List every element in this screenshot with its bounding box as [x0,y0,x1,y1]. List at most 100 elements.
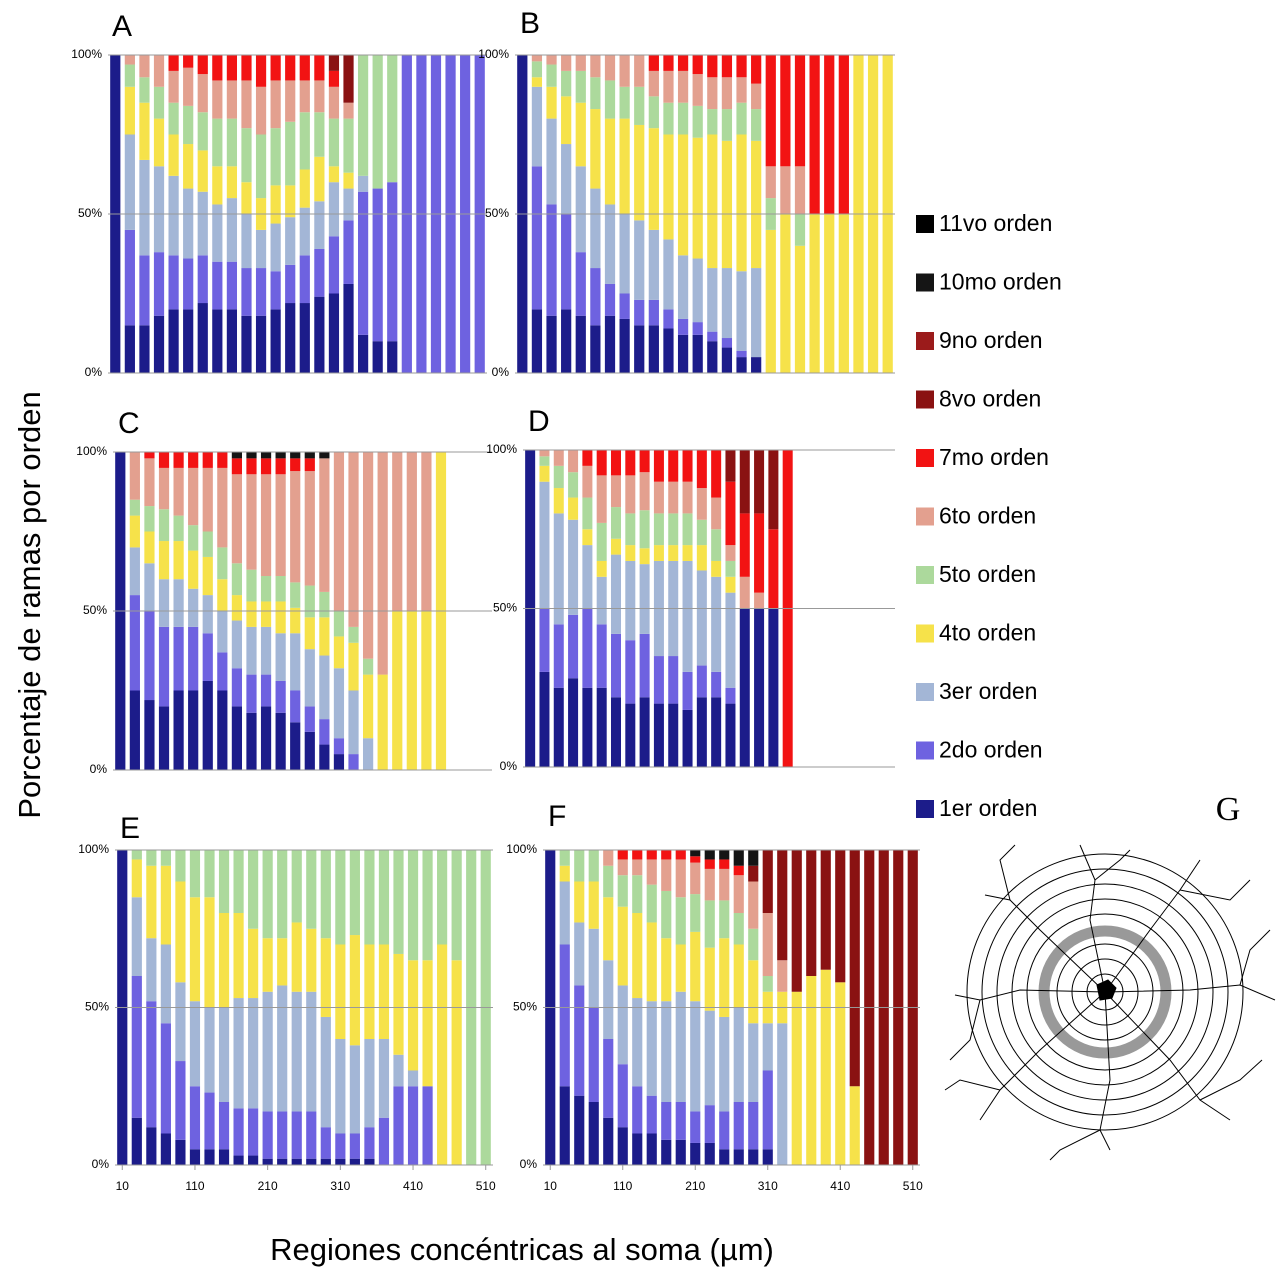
bar-segment [241,55,252,81]
bar-segment [168,102,179,135]
bar-segment [777,1023,788,1165]
bar-segment [677,55,689,71]
bar-segment [653,656,664,704]
bar-segment [348,690,359,755]
bar-segment [736,134,747,272]
bar-segment [668,481,679,514]
bar-segment [575,70,586,103]
bar-segment [197,255,208,304]
bar-segment [719,850,730,860]
bar-segment [246,674,257,713]
bar-segment [539,465,550,482]
bar-segment [422,1086,433,1165]
bar-segment [218,850,230,913]
bar-segment [291,922,302,992]
bar-segment [711,671,722,698]
bar-segment [212,166,223,205]
bar-segment [364,850,375,945]
bar-segment [233,998,244,1109]
bar-segment [596,522,607,561]
bar-segment [290,452,301,459]
bar-segment [736,271,747,351]
bar-segment [153,118,165,167]
bar-segment [173,452,184,468]
bar-segment [226,309,238,373]
bar-segment [124,134,135,230]
bar-segment [255,86,267,135]
x-tick-label: 310 [330,1179,350,1193]
bar-segment [696,570,707,666]
bar-segment [690,850,701,857]
bar-segment [158,706,170,770]
bar-segment [183,309,194,373]
bar-segment [348,626,359,643]
bar-segment [335,944,346,1039]
bar-segment [314,296,325,373]
bar-segment [377,674,388,770]
bar-segment [736,77,747,103]
bar-segment [553,687,564,767]
bar-segment [217,547,228,580]
bar-segment [568,614,579,679]
bar-segment [349,1158,360,1165]
bar-segment [168,255,179,310]
bar-segment [531,86,543,167]
bar-segment [197,303,208,373]
bar-segment [270,271,281,310]
legend-label: 5to orden [939,561,1036,587]
bar-segment [173,626,184,691]
bar-segment [314,80,325,113]
bar-segment [299,303,310,373]
bar-segment [610,475,622,508]
bar-segment [780,55,791,167]
bar-segment [144,531,155,564]
bar-segment [582,465,593,498]
legend-swatch [916,273,934,292]
bar-segment [725,560,736,577]
bar-segment [320,1158,331,1165]
bar-segment [639,548,650,565]
bar-segment [661,1139,672,1165]
bar-segment [634,124,645,221]
bar-segment [451,850,462,961]
x-axis-title: Regiones concéntricas al soma (µm) [270,1232,774,1267]
bar-segment [707,341,718,373]
bar-segment [393,1054,404,1087]
bar-segment [590,55,601,78]
bar-segment [139,159,150,256]
bar-segment [218,913,230,1008]
y-tick-label: 100% [478,47,509,61]
bar-segment [690,1111,701,1143]
bar-segment [596,560,607,577]
bar-segment [568,450,579,473]
bar-segment [692,74,703,106]
bar-segment [320,1016,331,1128]
bar-segment [711,560,722,577]
bar-segment [270,309,281,373]
bar-segment [692,105,703,138]
bar-segment [328,236,340,294]
bar-segment [333,738,345,755]
bar-segment [246,601,257,627]
bar-segment [632,859,643,876]
bar-segment [751,140,762,269]
bar-segment [335,1133,346,1159]
bar-segment [275,452,286,459]
bar-segment [349,935,360,1046]
bar-segment [648,325,659,373]
y-tick-label: 50% [493,601,517,615]
bar-segment [173,541,184,580]
bar-segment [304,452,315,459]
bar-segment [146,1001,157,1128]
bar-segment [160,1133,171,1165]
bar-segment [144,458,155,507]
bar-segment [248,928,259,999]
bar-segment [160,944,171,1024]
bar-segment [546,86,557,119]
bar-segment [617,1127,628,1165]
y-tick-label: 50% [78,206,102,220]
bar-segment [719,1149,730,1165]
bar-segment [677,70,689,103]
bar-segment [168,309,179,373]
bar-segment [733,850,744,866]
